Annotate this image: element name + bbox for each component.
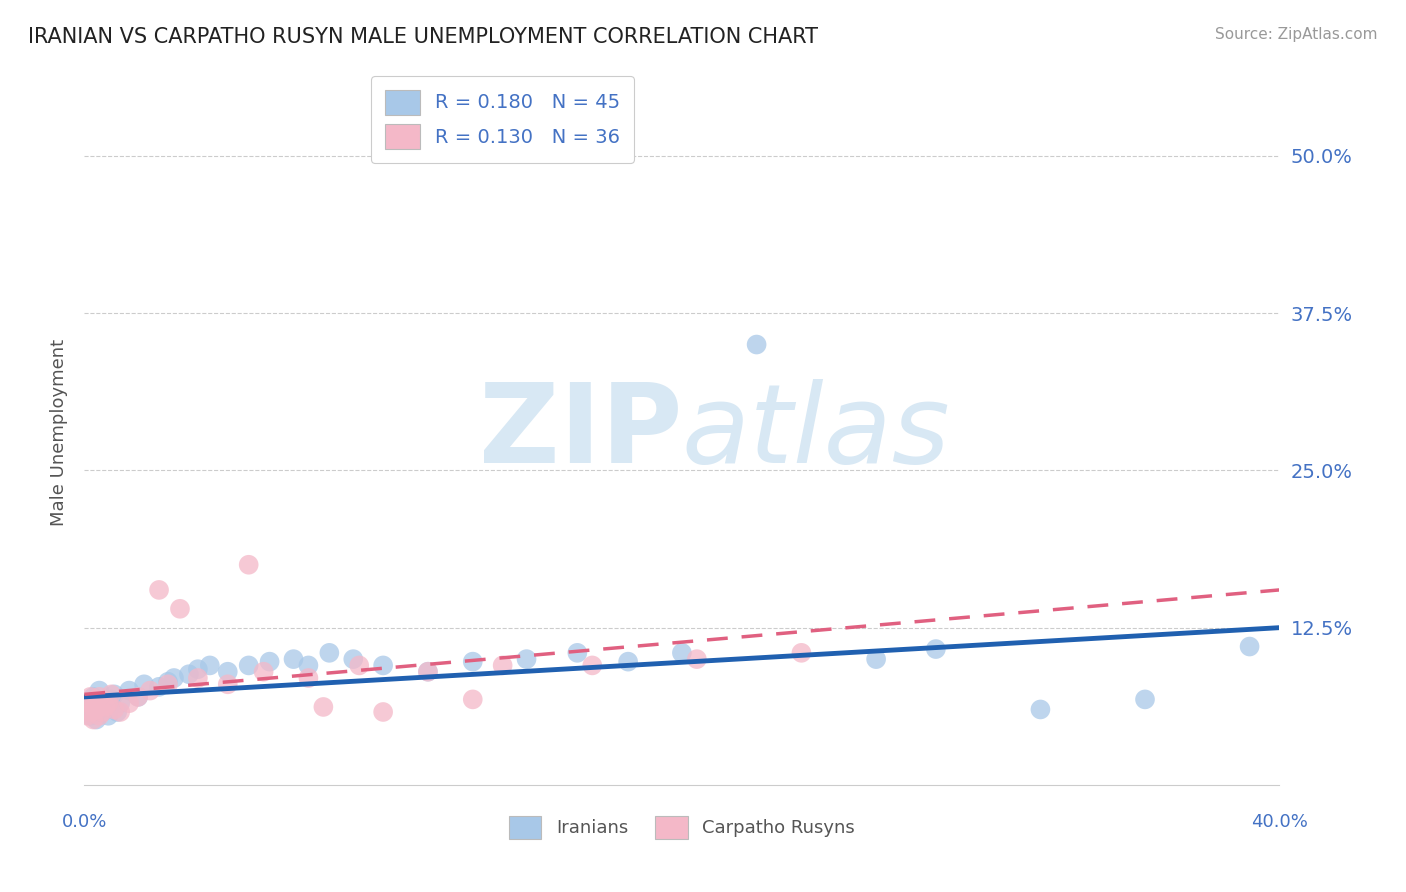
Point <box>865 652 887 666</box>
Point <box>148 582 170 597</box>
Point <box>461 692 484 706</box>
Point <box>89 683 111 698</box>
Point <box>82 705 104 719</box>
Point <box>82 690 104 704</box>
Point <box>127 690 149 704</box>
Point <box>76 708 98 723</box>
Point <box>157 677 180 691</box>
Point <box>516 652 538 666</box>
Text: 0.0%: 0.0% <box>62 814 107 831</box>
Point <box>373 658 395 673</box>
Text: Source: ZipAtlas.com: Source: ZipAtlas.com <box>1215 27 1378 42</box>
Text: atlas: atlas <box>682 379 950 486</box>
Point <box>1239 640 1261 654</box>
Text: ZIP: ZIP <box>478 379 682 486</box>
Point <box>492 658 515 673</box>
Point <box>103 702 125 716</box>
Point <box>97 708 120 723</box>
Point <box>1029 702 1052 716</box>
Point <box>349 658 371 673</box>
Point <box>79 708 101 723</box>
Point <box>79 696 101 710</box>
Point <box>187 671 209 685</box>
Point <box>82 700 104 714</box>
Point <box>461 655 484 669</box>
Legend: Iranians, Carpatho Rusyns: Iranians, Carpatho Rusyns <box>502 809 862 847</box>
Point <box>157 674 180 689</box>
Point <box>187 662 209 676</box>
Point <box>318 646 340 660</box>
Point <box>238 658 260 673</box>
Y-axis label: Male Unemployment: Male Unemployment <box>49 339 67 526</box>
Point <box>253 665 276 679</box>
Text: IRANIAN VS CARPATHO RUSYN MALE UNEMPLOYMENT CORRELATION CHART: IRANIAN VS CARPATHO RUSYN MALE UNEMPLOYM… <box>28 27 818 46</box>
Point <box>139 683 162 698</box>
Point <box>581 658 603 673</box>
Point <box>745 337 768 351</box>
Point <box>686 652 709 666</box>
Text: 40.0%: 40.0% <box>1251 814 1308 831</box>
Point <box>169 601 191 615</box>
Point <box>259 655 281 669</box>
Point <box>91 705 114 719</box>
Point <box>238 558 260 572</box>
Point <box>416 665 439 679</box>
Point <box>177 667 200 681</box>
Point <box>103 687 125 701</box>
Point <box>100 692 122 706</box>
Point <box>132 677 156 691</box>
Point <box>89 708 111 723</box>
Point <box>89 702 111 716</box>
Point <box>342 652 364 666</box>
Point <box>97 696 120 710</box>
Point <box>671 646 693 660</box>
Point <box>617 655 640 669</box>
Point <box>217 665 239 679</box>
Point <box>297 658 319 673</box>
Point <box>76 702 98 716</box>
Point <box>86 692 108 706</box>
Point <box>312 700 335 714</box>
Point <box>76 696 98 710</box>
Point <box>790 646 813 660</box>
Point <box>567 646 589 660</box>
Point <box>118 683 141 698</box>
Point <box>86 702 108 716</box>
Point <box>1133 692 1156 706</box>
Point <box>110 696 132 710</box>
Point <box>94 700 117 714</box>
Point <box>86 713 108 727</box>
Point <box>79 705 101 719</box>
Point <box>127 690 149 704</box>
Point <box>79 690 101 704</box>
Point <box>89 690 111 704</box>
Point <box>198 658 221 673</box>
Point <box>297 671 319 685</box>
Point <box>110 705 132 719</box>
Point <box>94 700 117 714</box>
Point <box>373 705 395 719</box>
Point <box>148 680 170 694</box>
Point <box>86 692 108 706</box>
Point <box>100 687 122 701</box>
Point <box>118 696 141 710</box>
Point <box>283 652 305 666</box>
Point <box>925 642 948 657</box>
Point <box>217 677 239 691</box>
Point <box>82 713 104 727</box>
Point <box>105 705 128 719</box>
Point <box>163 671 186 685</box>
Point <box>416 665 439 679</box>
Point <box>91 705 114 719</box>
